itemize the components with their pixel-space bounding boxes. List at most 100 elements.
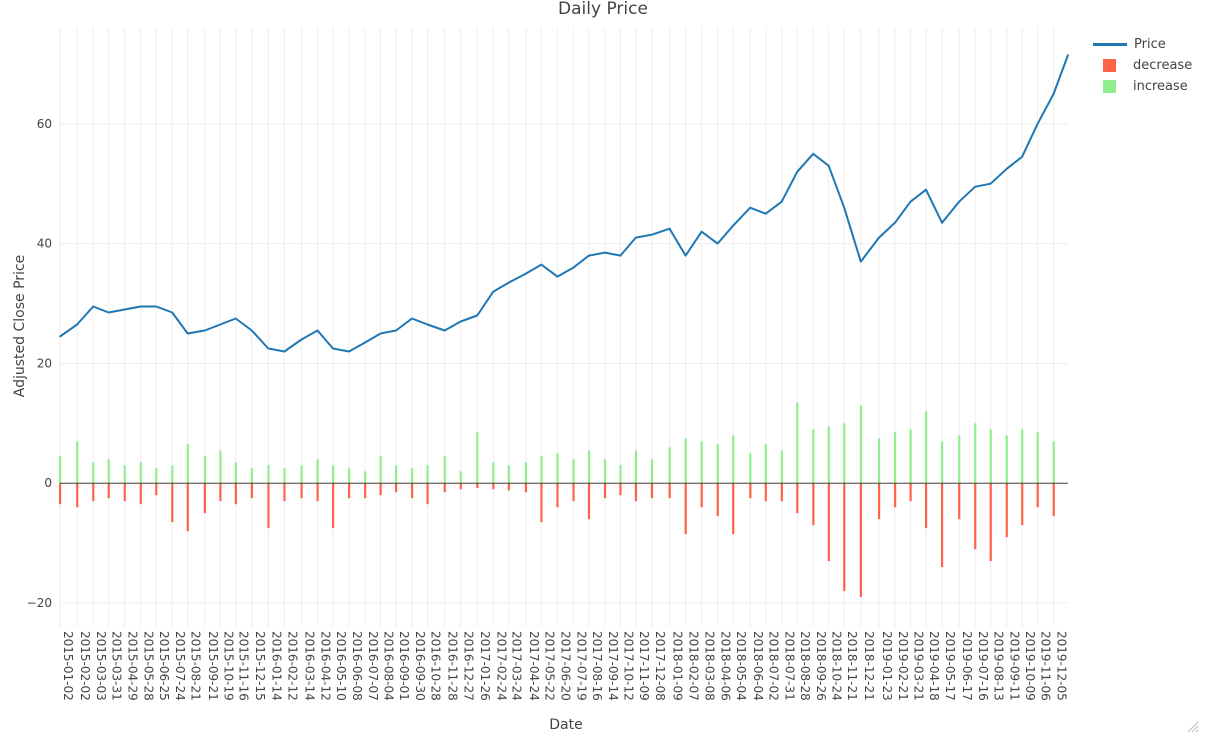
- increase-bar: [894, 432, 897, 484]
- decrease-bar: [941, 483, 944, 568]
- decrease-bar: [716, 483, 719, 517]
- x-tick-label: 2019-03-21: [912, 631, 926, 701]
- legend-item-decrease[interactable]: decrease: [1093, 55, 1192, 76]
- x-tick-label: 2017-04-24: [527, 631, 541, 701]
- price-point: [267, 347, 270, 350]
- decrease-bar: [732, 483, 735, 535]
- decrease-bar: [827, 483, 830, 562]
- decrease-bar: [507, 483, 510, 491]
- decrease-bar: [379, 483, 382, 496]
- decrease-bar: [556, 483, 559, 508]
- legend: Price decrease increase: [1093, 34, 1192, 97]
- decrease-bar: [426, 483, 429, 505]
- increase-bar: [476, 432, 479, 484]
- decrease-bar: [348, 483, 351, 499]
- x-tick-label: 2015-02-02: [78, 631, 92, 701]
- price-point: [59, 335, 61, 338]
- x-tick-label: 2016-04-12: [319, 631, 333, 701]
- x-tick-label: 2016-03-14: [303, 631, 317, 701]
- x-tick-label: 2017-05-22: [542, 631, 556, 701]
- price-point: [525, 272, 527, 275]
- legend-increase-swatch-icon: [1103, 80, 1116, 93]
- increase-bar: [332, 465, 335, 484]
- x-tick-label: 2015-10-19: [221, 631, 235, 701]
- x-tick-label: 2015-03-03: [94, 631, 108, 701]
- price-point: [974, 185, 976, 188]
- y-tick-label: −20: [27, 596, 52, 610]
- increase-bar: [234, 462, 237, 484]
- increase-bar: [1021, 429, 1024, 484]
- x-tick-label: 2018-06-04: [751, 631, 765, 701]
- price-point: [732, 224, 734, 227]
- decrease-bar: [958, 483, 961, 520]
- x-tick-label: 2018-12-21: [862, 631, 876, 701]
- price-point: [283, 350, 286, 353]
- decrease-bar: [989, 483, 992, 562]
- x-tick-label: 2016-12-27: [462, 631, 476, 701]
- x-tick-label: 2017-08-16: [590, 631, 604, 701]
- price-point: [492, 290, 495, 293]
- decrease-bar: [300, 483, 303, 499]
- increase-bar: [684, 438, 687, 484]
- x-axis-label: Date: [549, 717, 582, 733]
- price-point: [878, 236, 880, 239]
- decrease-bar: [572, 483, 575, 502]
- increase-bar: [540, 456, 543, 484]
- price-point: [219, 323, 222, 326]
- increase-bar: [700, 441, 703, 484]
- increase-bar: [1005, 435, 1008, 484]
- x-tick-label: 2015-11-16: [237, 631, 251, 701]
- x-tick-label: 2018-08-28: [798, 631, 812, 701]
- x-tick-label: 2016-09-30: [413, 631, 427, 701]
- decrease-bar: [92, 483, 95, 502]
- price-point: [300, 338, 303, 341]
- decrease-bar: [668, 483, 671, 499]
- x-tick-label: 2015-06-25: [157, 631, 171, 701]
- increase-bar: [443, 456, 446, 484]
- x-tick-label: 2016-06-08: [350, 631, 364, 701]
- decrease-bar: [411, 483, 414, 499]
- increase-bar: [219, 450, 222, 484]
- x-tick-label: 2017-02-24: [494, 631, 508, 701]
- x-tick-label: 2018-09-26: [814, 631, 828, 701]
- price-point: [426, 323, 429, 326]
- increase-bar: [524, 462, 528, 484]
- decrease-bar: [476, 483, 479, 489]
- decrease-bar: [139, 483, 142, 505]
- price-point: [764, 212, 767, 215]
- legend-increase-label: increase: [1133, 79, 1188, 94]
- price-point: [171, 311, 173, 314]
- x-tick-label: 2018-04-06: [719, 631, 733, 701]
- increase-bar: [267, 465, 270, 484]
- price-point: [780, 200, 783, 203]
- legend-item-price[interactable]: Price: [1093, 34, 1192, 55]
- decrease-bar: [186, 483, 189, 532]
- decrease-bar: [1052, 483, 1055, 517]
- x-tick-label: 2015-09-21: [206, 631, 220, 701]
- x-tick-label: 2018-07-31: [783, 631, 797, 701]
- decrease-bar: [443, 483, 446, 493]
- price-point: [827, 164, 830, 167]
- resize-handle-icon[interactable]: [1187, 721, 1199, 733]
- x-tick-label: 2015-12-15: [253, 631, 267, 701]
- x-tick-label: 2015-05-28: [142, 631, 156, 701]
- axis-layer: −20 0 20 40 60 2015-01-02 2015-02-02 2015-03-03…: [27, 117, 1069, 701]
- x-tick-label: 2016-09-01: [397, 631, 411, 701]
- legend-decrease-label: decrease: [1133, 58, 1193, 73]
- x-tick-label: 2016-02-12: [285, 631, 299, 701]
- decrease-bar: [234, 483, 237, 505]
- increase-bar: [764, 444, 767, 484]
- decrease-bar: [332, 483, 335, 529]
- x-tick-label: 2019-11-06: [1039, 631, 1053, 701]
- price-point: [395, 329, 397, 332]
- legend-item-increase[interactable]: increase: [1093, 76, 1192, 97]
- increase-bar: [909, 429, 912, 484]
- x-tick-label: 2016-08-04: [382, 631, 396, 701]
- x-tick-label: 2017-07-19: [574, 631, 588, 701]
- price-point: [604, 251, 606, 254]
- increase-bar: [300, 465, 303, 484]
- price-point: [139, 305, 142, 308]
- x-tick-label: 2015-08-21: [189, 631, 203, 701]
- increase-bar: [780, 450, 783, 484]
